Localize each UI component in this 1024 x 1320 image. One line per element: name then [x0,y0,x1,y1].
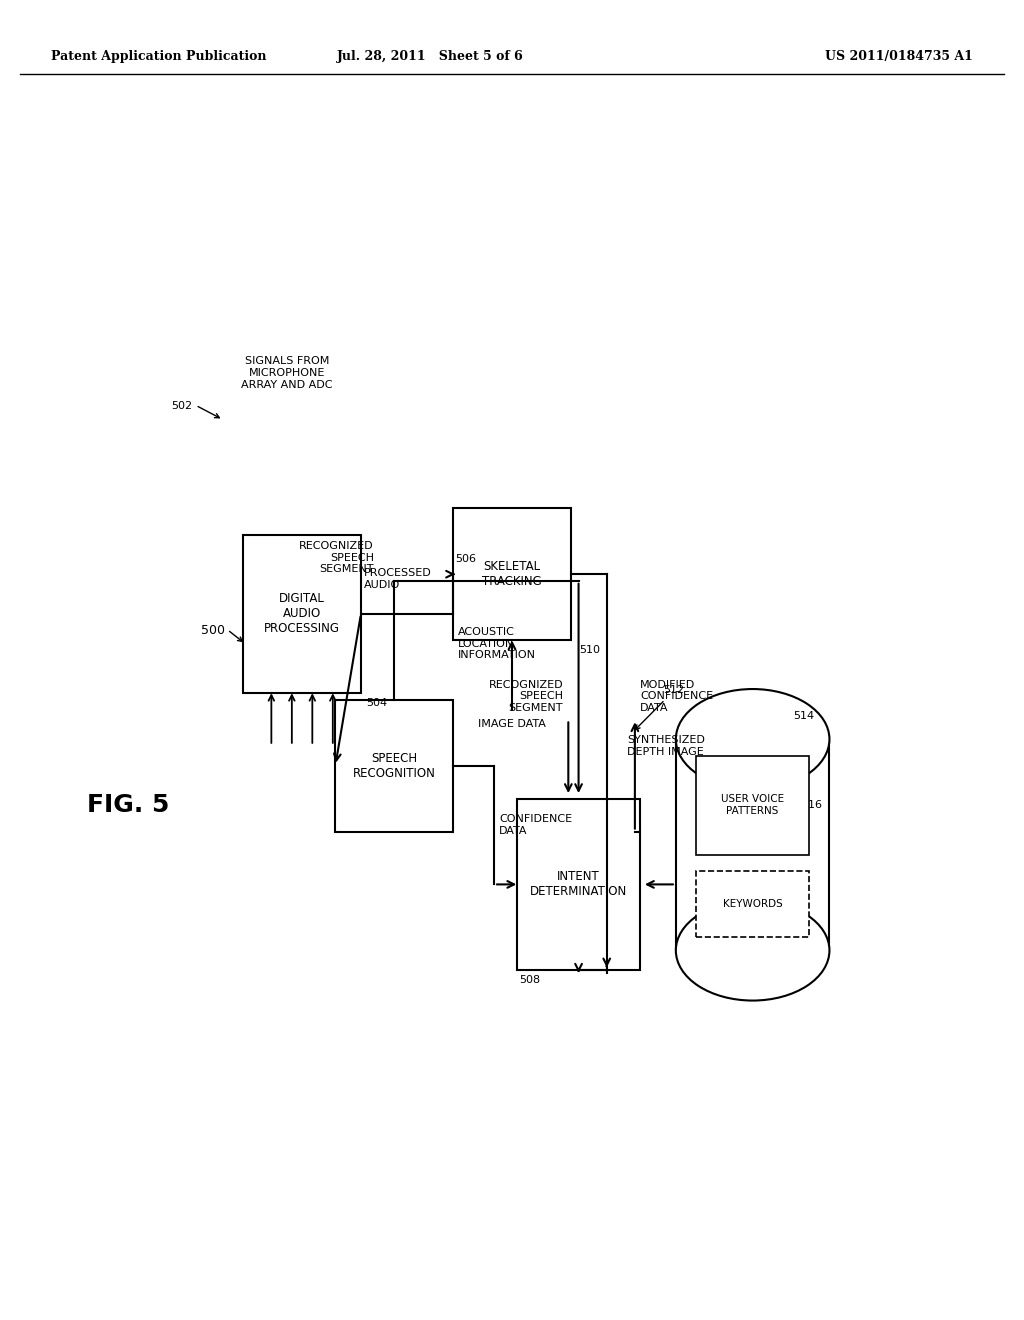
Text: MODIFIED
CONFIDENCE
DATA: MODIFIED CONFIDENCE DATA [640,680,713,713]
FancyBboxPatch shape [517,799,640,970]
FancyBboxPatch shape [696,755,809,855]
Text: KEYWORDS: KEYWORDS [723,899,782,909]
Text: PROCESSED
AUDIO: PROCESSED AUDIO [365,569,432,590]
Text: Patent Application Publication: Patent Application Publication [51,50,266,63]
Text: 504: 504 [367,698,387,709]
FancyBboxPatch shape [453,508,571,640]
FancyBboxPatch shape [676,739,829,950]
Text: 516: 516 [801,800,822,810]
FancyBboxPatch shape [244,535,360,693]
Text: Jul. 28, 2011   Sheet 5 of 6: Jul. 28, 2011 Sheet 5 of 6 [337,50,523,63]
Text: 514: 514 [794,711,815,722]
Text: SKELETAL
TRACKING: SKELETAL TRACKING [482,560,542,589]
Text: 512: 512 [664,685,684,696]
FancyBboxPatch shape [696,871,809,937]
Text: 502: 502 [171,401,193,412]
Text: USER VOICE
PATTERNS: USER VOICE PATTERNS [721,795,784,816]
Text: RECOGNIZED
SPEECH
SEGMENT: RECOGNIZED SPEECH SEGMENT [488,680,563,713]
Text: 510: 510 [580,645,600,656]
Text: FIG. 5: FIG. 5 [87,793,169,817]
Text: SYNTHESIZED
DEPTH IMAGE: SYNTHESIZED DEPTH IMAGE [627,735,706,756]
Text: DIGITAL
AUDIO
PROCESSING: DIGITAL AUDIO PROCESSING [264,593,340,635]
Text: 508: 508 [519,975,541,986]
Ellipse shape [676,900,829,1001]
Text: IMAGE DATA: IMAGE DATA [478,719,546,730]
FancyBboxPatch shape [336,700,453,832]
Text: CONFIDENCE
DATA: CONFIDENCE DATA [500,814,572,836]
Text: RECOGNIZED
SPEECH
SEGMENT: RECOGNIZED SPEECH SEGMENT [299,541,374,574]
Text: US 2011/0184735 A1: US 2011/0184735 A1 [825,50,973,63]
Text: 500: 500 [202,623,225,636]
Text: SIGNALS FROM
MICROPHONE
ARRAY AND ADC: SIGNALS FROM MICROPHONE ARRAY AND ADC [241,356,333,389]
Ellipse shape [676,689,829,789]
Text: ACOUSTIC
LOCATION
INFORMATION: ACOUSTIC LOCATION INFORMATION [459,627,537,660]
Text: INTENT
DETERMINATION: INTENT DETERMINATION [530,870,627,899]
Text: SPEECH
RECOGNITION: SPEECH RECOGNITION [353,751,435,780]
Text: 506: 506 [455,553,476,564]
